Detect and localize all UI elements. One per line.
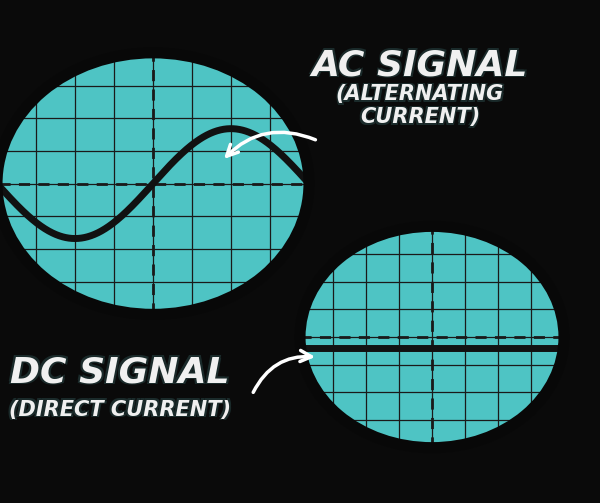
- Text: AC SIGNAL: AC SIGNAL: [314, 50, 530, 84]
- Text: (DIRECT CURRENT): (DIRECT CURRENT): [7, 398, 229, 418]
- Text: AC SIGNAL: AC SIGNAL: [310, 50, 526, 84]
- Circle shape: [0, 53, 309, 314]
- Text: (DIRECT CURRENT): (DIRECT CURRENT): [9, 400, 231, 420]
- Text: (ALTERNATING
CURRENT): (ALTERNATING CURRENT): [338, 86, 506, 129]
- Text: AC SIGNAL: AC SIGNAL: [312, 48, 528, 82]
- Text: DC SIGNAL: DC SIGNAL: [12, 354, 232, 388]
- Text: (DIRECT CURRENT): (DIRECT CURRENT): [11, 398, 233, 418]
- Text: DC SIGNAL: DC SIGNAL: [12, 357, 232, 391]
- Text: (ALTERNATING
CURRENT): (ALTERNATING CURRENT): [334, 86, 502, 129]
- Text: DC SIGNAL: DC SIGNAL: [8, 357, 228, 391]
- Text: DC SIGNAL: DC SIGNAL: [8, 354, 228, 388]
- Circle shape: [300, 226, 564, 448]
- Text: (DIRECT CURRENT): (DIRECT CURRENT): [7, 401, 229, 422]
- Text: DC SIGNAL: DC SIGNAL: [10, 355, 230, 389]
- Text: (ALTERNATING
CURRENT): (ALTERNATING CURRENT): [338, 82, 506, 126]
- Text: (ALTERNATING
CURRENT): (ALTERNATING CURRENT): [336, 84, 504, 127]
- Text: (ALTERNATING
CURRENT): (ALTERNATING CURRENT): [334, 82, 502, 126]
- Text: AC SIGNAL: AC SIGNAL: [310, 47, 526, 81]
- Text: AC SIGNAL: AC SIGNAL: [314, 47, 530, 81]
- Text: (DIRECT CURRENT): (DIRECT CURRENT): [11, 401, 233, 422]
